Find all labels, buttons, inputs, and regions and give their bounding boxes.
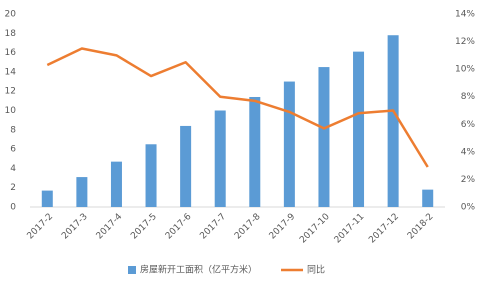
bar	[353, 51, 365, 208]
x-tick-label: 2017-11	[333, 212, 367, 246]
legend-label: 同比	[307, 264, 325, 276]
y-tick-label: 16	[5, 48, 17, 58]
bar	[283, 81, 295, 207]
y2-tick-label: 10%	[455, 65, 475, 75]
x-tick-label: 2017-6	[164, 212, 194, 242]
y2-tick-label: 2%	[461, 175, 476, 185]
x-tick-label: 2017-5	[129, 212, 159, 242]
x-tick-label: 2017-12	[367, 212, 401, 246]
y-tick-label: 18	[5, 29, 17, 39]
y-tick-label: 20	[5, 10, 17, 20]
bar	[422, 189, 434, 207]
x-tick-label: 2017-4	[95, 212, 125, 242]
x-tick-label: 2017-9	[268, 212, 298, 242]
x-tick-label: 2017-10	[298, 212, 332, 246]
y-tick-label: 4	[10, 164, 16, 174]
bar	[110, 161, 122, 207]
y-tick-label: 2	[10, 183, 16, 193]
bar	[387, 35, 399, 208]
bar	[145, 144, 157, 207]
y-tick-label: 10	[5, 106, 17, 116]
bar	[76, 177, 88, 207]
bar	[214, 110, 226, 207]
y-tick-label: 14	[5, 67, 17, 77]
y-tick-label: 6	[10, 145, 16, 155]
x-tick-label: 2017-8	[233, 212, 263, 242]
y2-tick-label: 6%	[461, 120, 476, 130]
bar	[318, 67, 330, 207]
bar	[249, 96, 261, 207]
y2-tick-label: 4%	[461, 147, 476, 157]
x-tick-label: 2018-2	[406, 212, 436, 242]
bar	[180, 125, 192, 207]
x-tick-label: 2017-3	[60, 212, 90, 242]
legend-swatch	[128, 266, 136, 274]
bar	[41, 190, 53, 207]
y2-tick-label: 14%	[455, 10, 475, 20]
y-tick-label: 8	[10, 125, 16, 135]
y2-tick-label: 12%	[455, 37, 475, 47]
y-tick-label: 12	[5, 87, 16, 97]
x-tick-label: 2017-2	[26, 212, 56, 242]
x-tick-label: 2017-7	[198, 212, 228, 242]
legend-label: 房屋新开工面积（亿平方米）	[140, 264, 257, 276]
y2-tick-label: 8%	[461, 92, 476, 102]
line	[46, 47, 429, 168]
y-tick-label: 0	[10, 203, 16, 213]
y2-tick-label: 0%	[461, 203, 476, 213]
